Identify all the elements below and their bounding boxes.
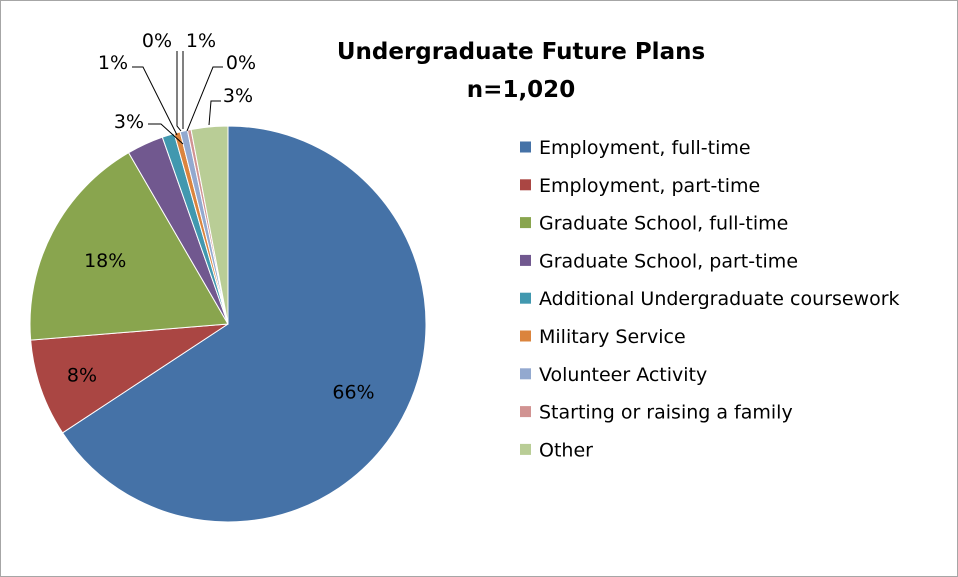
legend-label: Starting or raising a family [539, 402, 793, 424]
legend-item-volunteer-activity: Volunteer Activity [520, 364, 707, 386]
legend-label: Graduate School, part-time [539, 250, 798, 272]
legend-swatch [520, 368, 531, 380]
legend-item-military-service: Military Service [520, 326, 686, 348]
leader-line-graduate-school-part-time [148, 123, 184, 145]
legend-item-graduate-school-part-time: Graduate School, part-time [520, 250, 798, 272]
legend-swatch [520, 443, 531, 455]
leader-lines [132, 51, 223, 145]
legend-swatch [520, 179, 531, 191]
data-label-military-service: 0% [142, 30, 172, 52]
pie-slice-graduate-school-full-time [29, 152, 229, 341]
data-label-employment-full-time: 66% [332, 382, 374, 404]
leader-line-military-service [176, 51, 182, 132]
pie-slice-other [190, 125, 229, 325]
legend-swatch [520, 292, 531, 304]
legend-item-additional-undergraduate-coursework: Additional Undergraduate coursework [520, 288, 900, 310]
legend-label: Additional Undergraduate coursework [539, 288, 900, 310]
legend-label: Employment, part-time [539, 175, 760, 197]
leader-line-starting-or-raising-a-family [186, 66, 223, 132]
data-label-volunteer-activity: 1% [186, 30, 216, 52]
legend-swatch [520, 330, 531, 342]
legend-label: Graduate School, full-time [539, 213, 788, 235]
legend: Employment, full-time Employment, part-ti… [520, 137, 900, 461]
legend-swatch [520, 406, 531, 418]
legend-item-other: Other [520, 439, 593, 461]
legend-label: Other [539, 439, 593, 461]
legend-item-starting-or-raising-a-family: Starting or raising a family [520, 402, 793, 424]
data-label-starting-or-raising-a-family: 0% [226, 52, 256, 74]
legend-swatch [520, 217, 531, 229]
legend-swatch [520, 254, 531, 266]
legend-label: Military Service [539, 326, 686, 348]
pie-slice-employment-full-time [61, 125, 427, 523]
pie-slices [29, 125, 427, 523]
pie-slice-employment-part-time [30, 323, 229, 434]
data-label-other: 3% [223, 85, 253, 107]
data-labels: 66% 8% 18% 3% 1% 0% 1% 0% 3% [67, 30, 375, 404]
chart-subtitle: n=1,020 [467, 77, 575, 103]
legend-item-graduate-school-full-time: Graduate School, full-time [520, 213, 788, 235]
legend-item-employment-part-time: Employment, part-time [520, 175, 760, 197]
data-label-graduate-school-full-time: 18% [84, 250, 126, 272]
chart-title: Undergraduate Future Plans [337, 39, 705, 65]
legend-item-employment-full-time: Employment, full-time [520, 137, 751, 159]
legend-label: Volunteer Activity [539, 364, 707, 386]
data-label-additional-undergraduate-coursework: 1% [98, 52, 128, 74]
legend-swatch [520, 141, 531, 153]
data-label-graduate-school-part-time: 3% [114, 111, 144, 133]
leader-line-other [208, 100, 221, 126]
legend-label: Employment, full-time [539, 137, 751, 159]
data-label-employment-part-time: 8% [67, 364, 97, 386]
leader-line-additional-undergraduate-coursework [132, 66, 178, 136]
